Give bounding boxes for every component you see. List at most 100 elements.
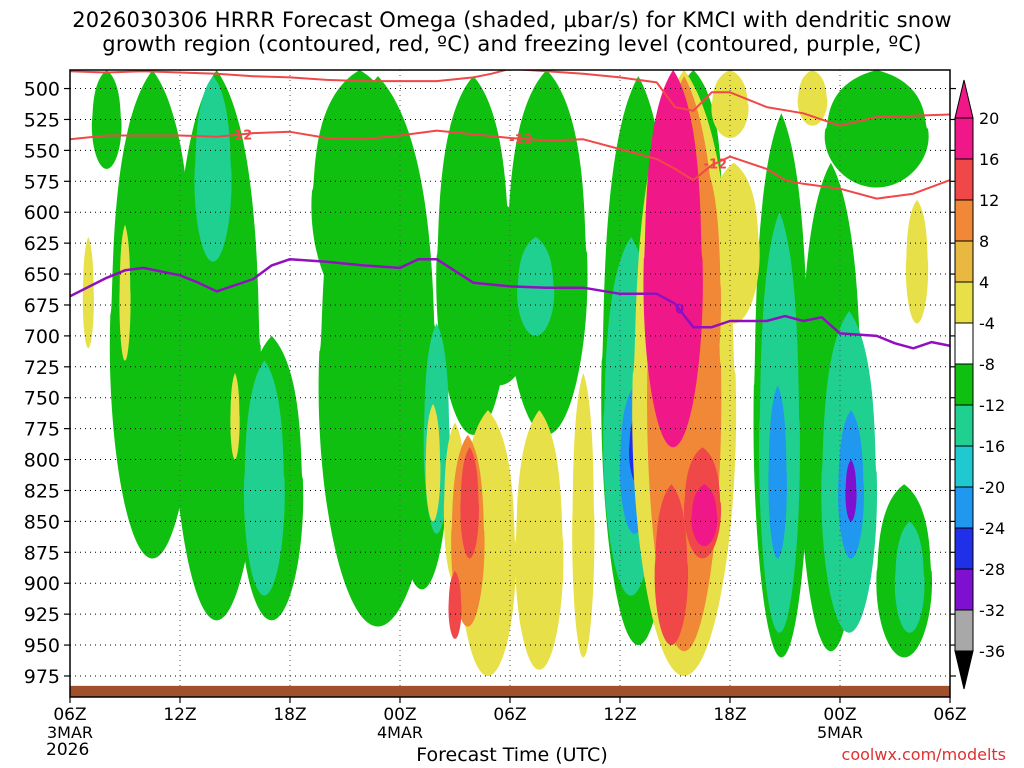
x-tick-label: 06Z xyxy=(53,705,86,725)
x-tick-label: 12Z xyxy=(163,705,196,725)
y-tick-label: 975 xyxy=(24,666,60,688)
colorbar-label: 4 xyxy=(979,273,989,292)
dgz-contour-label: -12 xyxy=(509,133,533,148)
terrain-fill xyxy=(70,685,950,697)
colorbar-legend: 20 16 12 8 4 -4 -8 -12 -16 -20 -24 -28 -32 -36 xyxy=(954,79,1005,690)
colorbar-label: -4 xyxy=(979,314,995,333)
y-tick-label: 925 xyxy=(24,604,60,626)
dgz-contour-label: -12 xyxy=(229,128,253,143)
omega-region-red xyxy=(654,484,689,646)
colorbar-label: 8 xyxy=(979,232,989,251)
y-tick-label: 950 xyxy=(24,635,60,657)
colorbar-swatch xyxy=(954,322,974,365)
plot-grid xyxy=(70,70,950,697)
colorbar-bottom-arrow xyxy=(954,650,974,690)
colorbar-swatch xyxy=(954,609,974,652)
y-tick-label: 600 xyxy=(24,202,60,224)
omega-region-yellow xyxy=(425,403,441,522)
colorbar-label: -20 xyxy=(979,478,1005,497)
dgz-lower-contour xyxy=(70,129,950,200)
y-tick-label: 625 xyxy=(24,233,60,255)
colorbar-swatch xyxy=(954,158,974,201)
x-tick-date-label: 5MAR xyxy=(817,723,863,742)
y-tick-label: 525 xyxy=(24,109,60,131)
y-tick-label: 675 xyxy=(24,295,60,317)
omega-region-red xyxy=(460,447,479,559)
colorbar-label: 16 xyxy=(979,150,999,169)
colorbar-label: -32 xyxy=(979,601,1005,620)
y-tick-label: 775 xyxy=(24,419,60,441)
colorbar-swatch xyxy=(954,117,974,160)
omega-region-yellow xyxy=(230,372,240,460)
omega-region-blue xyxy=(768,385,787,559)
colorbar-swatch xyxy=(954,404,974,447)
contour-lines: -12 -12 -12 0 xyxy=(70,70,950,350)
dgz-upper-contour xyxy=(70,70,950,127)
x-tick-label: 06Z xyxy=(493,705,526,725)
freezing-level-contour xyxy=(70,257,950,350)
y-tick-label: 850 xyxy=(24,511,60,533)
y-tick-label: 825 xyxy=(24,480,60,502)
colorbar-label: -12 xyxy=(979,396,1005,415)
colorbar-top-arrow xyxy=(954,79,974,119)
omega-region-yellow xyxy=(119,224,131,361)
freezing-level-label: 0 xyxy=(675,302,684,317)
x-axis-title: Forecast Time (UTC) xyxy=(416,744,608,766)
y-tick-label: 500 xyxy=(24,79,60,101)
omega-region-teal xyxy=(194,76,232,262)
colorbar-label: -36 xyxy=(979,642,1005,661)
y-tick-label: 875 xyxy=(24,542,60,564)
omega-shading xyxy=(82,70,933,676)
y-tick-label: 900 xyxy=(24,573,60,595)
colorbar-label: 12 xyxy=(979,191,999,210)
chart-title: 2026030306 HRRR Forecast Omega (shaded, … xyxy=(72,8,952,32)
colorbar-label: -28 xyxy=(979,560,1005,579)
y-tick-label: 800 xyxy=(24,450,60,472)
terrain-band xyxy=(70,685,950,697)
y-tick-label: 550 xyxy=(24,140,60,162)
colorbar-swatch xyxy=(954,527,974,570)
omega-region-yellow xyxy=(905,199,929,324)
omega-region-green xyxy=(172,70,262,621)
omega-region-teal xyxy=(894,521,925,633)
x-tick-label: 18Z xyxy=(713,705,746,725)
omega-region-yellow xyxy=(711,70,749,139)
y-tick-label: 750 xyxy=(24,388,60,410)
omega-region-red xyxy=(448,570,462,639)
colorbar-swatch xyxy=(954,486,974,529)
dgz-contour-label: -12 xyxy=(704,157,728,172)
x-tick-label: 12Z xyxy=(603,705,636,725)
omega-region-teal xyxy=(243,360,285,596)
colorbar-swatch xyxy=(954,363,974,406)
x-tick-label: 00Z xyxy=(823,705,856,725)
omega-region-purple xyxy=(845,459,857,522)
colorbar-swatch xyxy=(954,281,974,324)
colorbar-swatch xyxy=(954,199,974,242)
omega-region-magenta xyxy=(691,484,718,547)
colorbar-label: -16 xyxy=(979,437,1005,456)
x-tick-label: 06Z xyxy=(933,705,966,725)
omega-region-green xyxy=(824,70,929,188)
omega-region-green xyxy=(91,70,122,169)
x-tick-date-label: 3MAR xyxy=(47,723,93,742)
omega-region-yellow xyxy=(707,162,760,324)
x-tick-label: 00Z xyxy=(383,705,416,725)
x-axis-year-label: 2026 xyxy=(46,740,90,760)
colorbar-swatch xyxy=(954,568,974,611)
colorbar-label: 20 xyxy=(979,109,999,128)
x-tick-label: 18Z xyxy=(273,705,306,725)
colorbar-swatch xyxy=(954,445,974,488)
y-tick-label: 700 xyxy=(24,326,60,348)
omega-region-magenta xyxy=(643,70,703,448)
y-tick-label: 575 xyxy=(24,171,60,193)
y-tick-label: 725 xyxy=(24,357,60,379)
omega-region-yellow xyxy=(572,372,595,658)
credit-link[interactable]: coolwx.com/modelts xyxy=(841,745,1006,764)
omega-region-yellow xyxy=(82,236,94,349)
y-tick-label: 650 xyxy=(24,264,60,286)
omega-region-yellow xyxy=(515,410,564,670)
colorbar-swatch xyxy=(954,240,974,283)
x-tick-date-label: 4MAR xyxy=(377,723,423,742)
